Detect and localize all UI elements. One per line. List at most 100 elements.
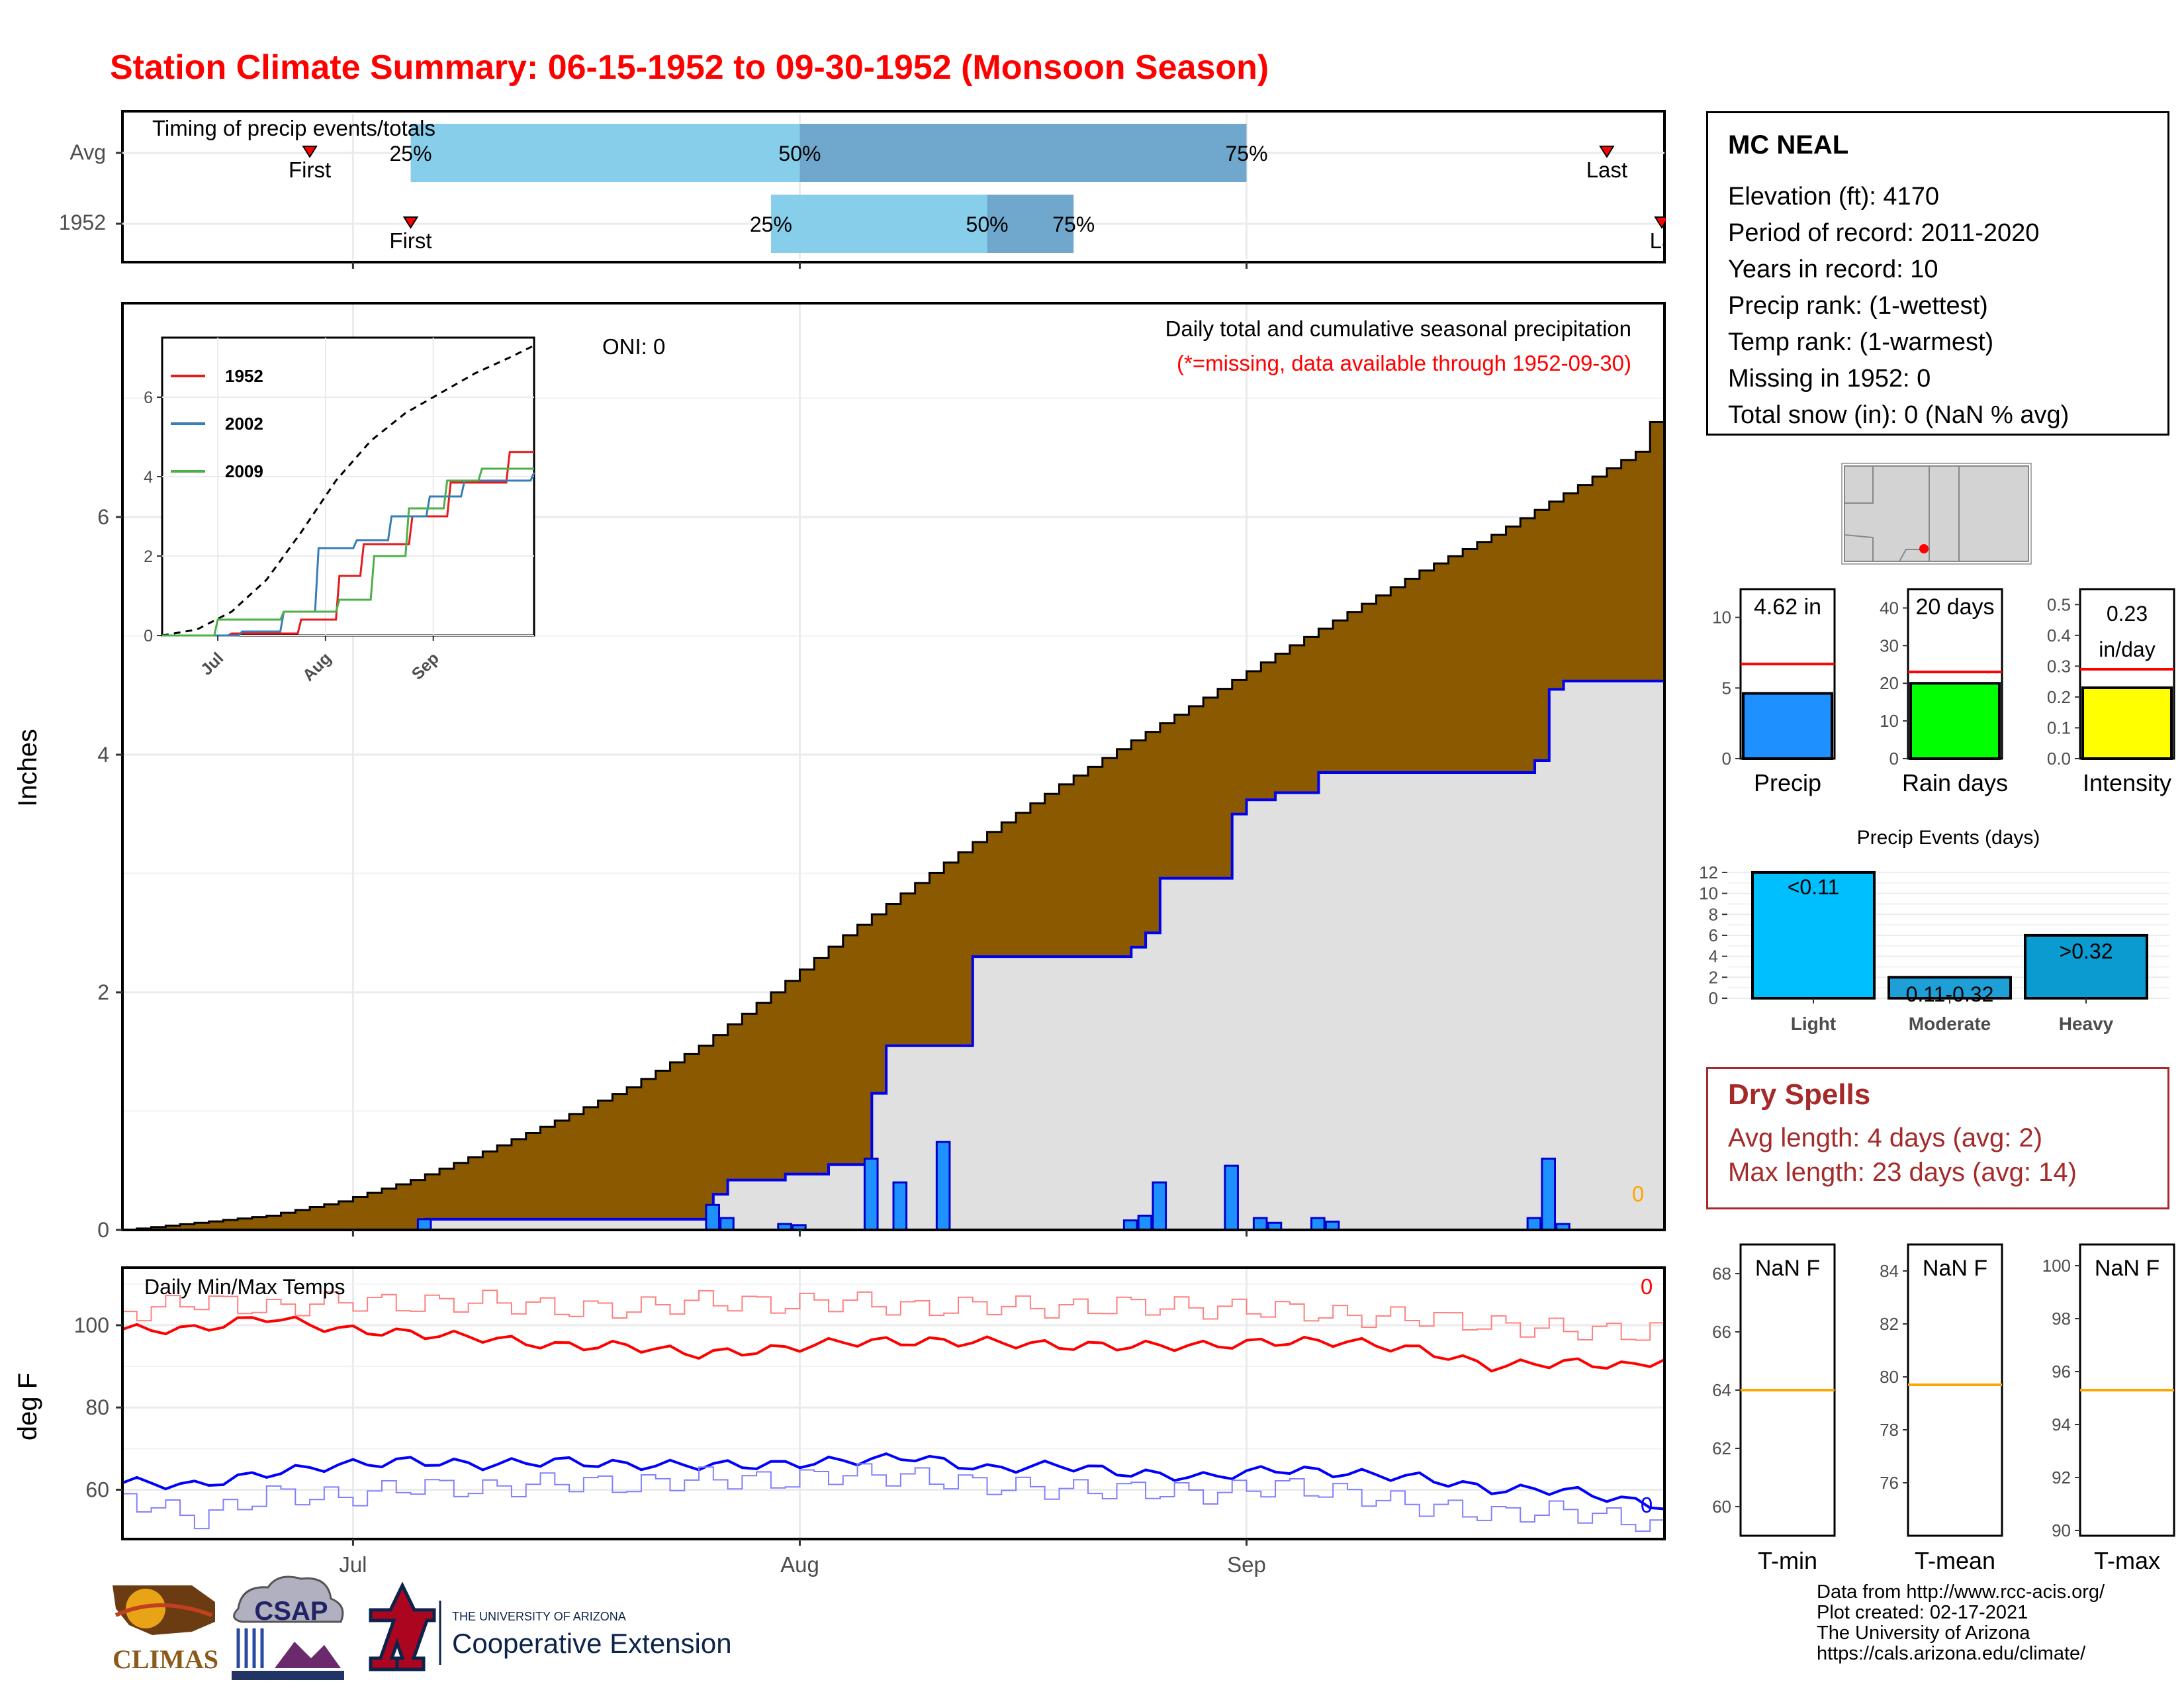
summary-bar-tick-label: 20 — [1880, 673, 1899, 693]
summary-bar-value — [1742, 692, 1833, 760]
page-title: Station Climate Summary: 06-15-1952 to 0… — [110, 48, 1269, 87]
main-annotation: Daily total and cumulative seasonal prec… — [1165, 316, 1631, 341]
events-bar-label: 0.11-0.32 — [1906, 982, 1994, 1006]
timing-quartile-bar-low — [770, 195, 987, 253]
timing-percent-label: 75% — [1052, 212, 1095, 236]
temp-chart-label: Daily Min/Max Temps — [144, 1275, 345, 1299]
temp-series-line — [122, 1452, 1665, 1511]
temp-chart: 60 80 100 Jul Aug Sep Daily Min/Max Temps de… — [13, 1266, 1666, 1577]
temp-summary-tick-label: 80 — [1880, 1367, 1899, 1387]
temp-y-ticks: 60 80 100 — [74, 1313, 122, 1501]
events-bar — [1751, 870, 1876, 1000]
precip-chart: 0 2 4 6 Inches Daily total and cumulative s… — [13, 302, 1666, 1242]
corner-zero-label: 0 — [1632, 1182, 1644, 1206]
summary-bar-tick-label: 5 — [1722, 678, 1731, 698]
last-event-label: Last — [1586, 158, 1627, 182]
y-tick-label: 2 — [97, 980, 109, 1004]
temp-summary-tick-label: 100 — [2042, 1256, 2071, 1276]
summary-bar-raindays: 0 10 20 30 40 20 days Rain days — [1880, 588, 2008, 796]
daily-precip-bar — [1152, 1181, 1167, 1231]
events-category-label: Heavy — [2059, 1013, 2114, 1034]
daily-precip-bar — [1137, 1214, 1153, 1231]
summary-bar-tick-label: 0.3 — [2047, 656, 2071, 676]
summary-bar-tick-label: 0.2 — [2047, 687, 2071, 707]
dry-spells-avg: Avg length: 4 days (avg: 2) — [1728, 1123, 2043, 1152]
timing-quartile-bar-low — [410, 124, 800, 182]
credit-line: Data from http://www.rcc-acis.org/ — [1817, 1581, 2105, 1603]
inset-y-tick-label: 6 — [144, 389, 153, 407]
timing-percent-label: 75% — [1225, 142, 1267, 165]
temp-corner-min: 0 — [1641, 1493, 1653, 1517]
daily-precip-bar — [705, 1203, 721, 1231]
inset-y-tick-label: 4 — [144, 468, 153, 487]
csap-logo-text: CSAP — [254, 1597, 328, 1626]
events-category-label: Light — [1791, 1013, 1836, 1034]
daily-precip-bar — [1541, 1157, 1557, 1231]
temp-summary-tick-label: 94 — [2052, 1415, 2071, 1434]
location-map — [1841, 463, 2032, 565]
temp-y-tick-label: 100 — [74, 1313, 109, 1337]
temp-summary-value-label: NaN F — [1923, 1256, 1987, 1281]
main-ylabel: Inches — [13, 729, 42, 807]
timing-percent-label: 25% — [750, 212, 792, 236]
daily-precip-bar — [1310, 1217, 1326, 1231]
daily-precip-bar — [935, 1141, 951, 1231]
temp-x-tick-label: Jul — [339, 1552, 367, 1577]
dry-spells-title: Dry Spells — [1728, 1078, 1871, 1111]
summary-bar-tick-label: 0.5 — [2047, 594, 2071, 614]
main-chart-frame — [121, 302, 1666, 1231]
daily-precip-bars — [416, 1141, 1570, 1231]
summary-bar-label: Rain days — [1902, 769, 2008, 796]
summary-bar-value-label: 20 days — [1915, 594, 1994, 620]
temp-summary-value-label: NaN F — [1755, 1256, 1820, 1281]
inset-average-line — [161, 344, 535, 637]
daily-precip-bar — [1224, 1164, 1239, 1231]
summary-bar-value — [2081, 686, 2173, 760]
y-tick-label: 6 — [97, 505, 109, 529]
station-info-row: Temp rank: (1-warmest) — [1728, 328, 1994, 356]
credit-line: Plot created: 02-17-2021 — [1817, 1602, 2028, 1623]
climas-logo-text: CLIMAS — [113, 1644, 218, 1674]
credits: Data from http://www.rcc-acis.org/ Plot … — [1817, 1582, 2105, 1664]
inset-y-tick-label: 0 — [144, 627, 153, 645]
y-tick-label: 4 — [97, 743, 109, 767]
station-location-marker — [1919, 544, 1929, 553]
timing-percent-label: 25% — [389, 142, 432, 165]
summary-bar-tick-label: 0.4 — [2047, 626, 2071, 645]
station-info-box: MC NEAL Elevation (ft): 4170 Period of r… — [1706, 111, 2169, 436]
events-y-tick-label: 0 — [1709, 988, 1718, 1008]
summary-bar-intensity: 0.0 0.1 0.2 0.3 0.4 0.5 0.23 in/day Intensity — [2047, 588, 2175, 796]
daily-precip-bar — [1122, 1219, 1138, 1231]
main-y-ticks: 0 2 4 6 — [97, 505, 1248, 1242]
inset-lines — [161, 344, 535, 637]
inset-legend-label: 1952 — [225, 366, 263, 386]
temp-summary-tick-label: 82 — [1880, 1314, 1899, 1334]
temp-summary-label: T-min — [1758, 1547, 1817, 1574]
timing-quartile-bar-high — [799, 124, 1247, 182]
temp-ylabel: deg F — [13, 1373, 42, 1440]
temp-summary-tick-label: 76 — [1880, 1473, 1899, 1493]
first-event-marker — [402, 216, 419, 229]
summary-bar-value-label: 0.23 — [2107, 602, 2148, 626]
summary-bars: 0 5 10 4.62 in Precip 0 10 20 30 40 20 days Rain da… — [1712, 588, 2175, 796]
summary-bar-tick-label: 0 — [1722, 749, 1731, 769]
oni-label: ONI: 0 — [602, 334, 665, 359]
dry-spells-box: Dry Spells Avg length: 4 days (avg: 2) M… — [1706, 1067, 2169, 1209]
temp-x-tick-label: Aug — [780, 1552, 819, 1577]
station-info-row: Elevation (ft): 4170 — [1728, 183, 1939, 211]
climas-logo: CLIMAS — [113, 1585, 218, 1674]
summary-bar-tick-label: 0.1 — [2047, 718, 2071, 737]
events-bar-label: >0.32 — [2060, 939, 2113, 963]
temp-x-tick-label: Sep — [1227, 1552, 1266, 1577]
inset-legend-label: 2009 — [225, 461, 263, 481]
credit-line: The University of Arizona — [1817, 1622, 2030, 1644]
events-y-tick-label: 4 — [1709, 947, 1718, 966]
csap-logo: CSAP — [232, 1575, 344, 1680]
temp-summary-bar: 76 78 80 82 84 NaN F T-mean — [1880, 1243, 2003, 1574]
station-info-row: Missing in 1952: 0 — [1728, 365, 1931, 393]
events-category-label: Moderate — [1909, 1013, 1991, 1034]
first-event-label: First — [289, 158, 331, 182]
